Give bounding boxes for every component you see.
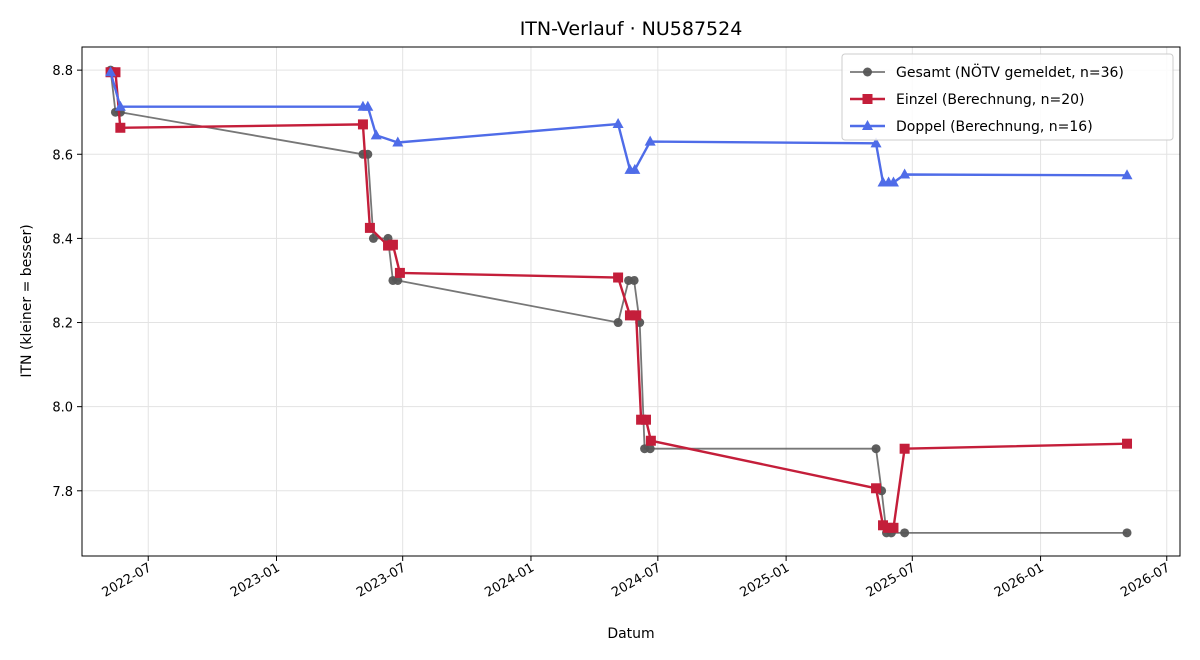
x-tick-label: 2026-01: [992, 560, 1047, 600]
y-tick-label: 8.6: [52, 148, 73, 163]
data-point: [612, 117, 624, 128]
y-axis: 7.8 8.0 8.2 8.4 8.6 8.8: [52, 64, 82, 500]
data-point: [645, 435, 656, 446]
data-point: [882, 522, 893, 533]
data-point: [899, 168, 911, 179]
data-point: [114, 100, 126, 111]
data-point: [357, 119, 368, 130]
y-tick-label: 7.8: [52, 485, 73, 500]
x-tick-label: 2026-07: [1118, 560, 1173, 600]
data-point: [1121, 169, 1133, 180]
data-point: [870, 137, 882, 148]
grid: [82, 47, 1180, 556]
legend-marker: [863, 67, 872, 77]
data-point: [364, 222, 375, 233]
data-point: [368, 233, 378, 243]
legend-marker: [862, 94, 873, 104]
x-axis: 2022-07 2023-01 2023-07 2024-01 2024-07 2025-…: [100, 556, 1173, 601]
data-point: [640, 414, 651, 425]
data-point: [392, 136, 404, 147]
y-tick-label: 8.2: [52, 317, 73, 332]
x-tick-label: 2023-01: [228, 560, 283, 600]
data-point: [888, 522, 899, 533]
data-point: [105, 66, 117, 77]
data-point: [115, 122, 126, 133]
data-point: [1122, 528, 1132, 538]
data-point: [871, 444, 881, 454]
data-point: [644, 135, 656, 146]
legend-marker: [862, 120, 873, 130]
data-point: [1122, 438, 1133, 449]
x-tick-label: 2022-07: [100, 560, 155, 600]
series-line: [110, 70, 1128, 529]
data-point: [393, 275, 403, 285]
x-axis-label: Datum: [607, 626, 654, 642]
x-tick-label: 2025-07: [864, 560, 919, 600]
data-point: [613, 272, 624, 283]
data-point: [645, 444, 655, 454]
legend-label: Gesamt (NÖTV gemeldet, n=36): [896, 63, 1124, 81]
data-point: [631, 310, 642, 321]
data-point: [629, 163, 641, 174]
data-point: [899, 443, 910, 454]
data-point: [387, 239, 398, 250]
data-point: [900, 528, 910, 538]
data-point: [871, 483, 882, 494]
legend-label: Doppel (Berechnung, n=16): [896, 119, 1093, 135]
series-layer: [105, 65, 1133, 538]
y-tick-label: 8.8: [52, 64, 73, 79]
data-point: [624, 310, 635, 321]
x-tick-label: 2024-01: [482, 560, 537, 600]
data-point: [110, 67, 121, 78]
data-point: [887, 176, 899, 187]
data-point: [394, 267, 405, 278]
data-point: [370, 129, 382, 140]
legend-label: Einzel (Berechnung, n=20): [896, 92, 1085, 108]
chart-title: ITN-Verlauf · NU587524: [520, 18, 743, 40]
legend: Gesamt (NÖTV gemeldet, n=36) Einzel (Bere…: [841, 53, 1174, 141]
series-triangle: [105, 66, 1133, 187]
x-tick-label: 2024-07: [609, 560, 664, 600]
data-point: [613, 318, 623, 328]
x-tick-label: 2025-01: [738, 560, 793, 600]
plot-frame: [81, 46, 1181, 557]
x-tick-label: 2023-07: [354, 560, 409, 600]
y-tick-label: 8.0: [52, 401, 73, 416]
y-axis-label: ITN (kleiner = besser): [19, 224, 35, 377]
data-point: [629, 275, 639, 285]
legend-box: [841, 53, 1174, 141]
y-tick-label: 8.4: [52, 232, 73, 247]
data-point: [362, 100, 374, 111]
